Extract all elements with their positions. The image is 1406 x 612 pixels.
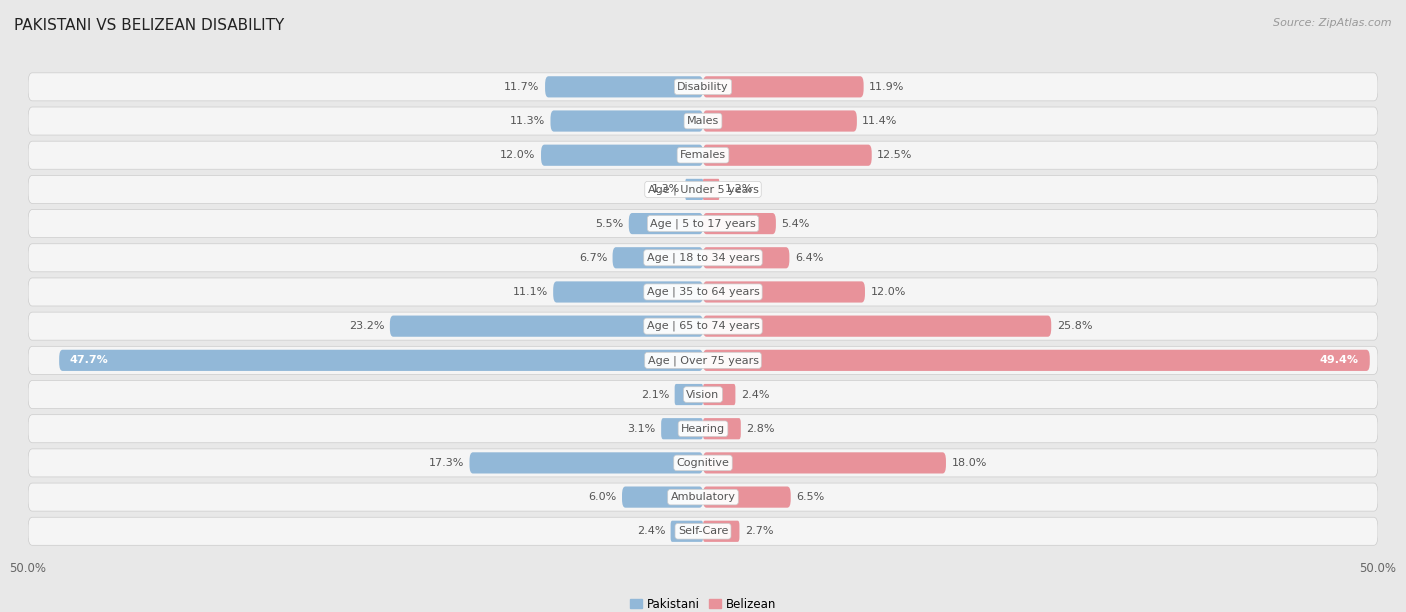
Text: 6.5%: 6.5%	[796, 492, 824, 502]
Text: 11.9%: 11.9%	[869, 82, 904, 92]
Text: 11.7%: 11.7%	[505, 82, 540, 92]
FancyBboxPatch shape	[28, 517, 1378, 545]
FancyBboxPatch shape	[621, 487, 703, 508]
Text: 12.0%: 12.0%	[870, 287, 905, 297]
Text: Cognitive: Cognitive	[676, 458, 730, 468]
FancyBboxPatch shape	[470, 452, 703, 474]
FancyBboxPatch shape	[541, 144, 703, 166]
Text: 2.4%: 2.4%	[741, 389, 769, 400]
Text: Age | 65 to 74 years: Age | 65 to 74 years	[647, 321, 759, 332]
FancyBboxPatch shape	[28, 346, 1378, 375]
FancyBboxPatch shape	[703, 179, 720, 200]
Text: 11.1%: 11.1%	[513, 287, 548, 297]
FancyBboxPatch shape	[703, 349, 1369, 371]
Text: Age | 5 to 17 years: Age | 5 to 17 years	[650, 218, 756, 229]
Text: Age | 18 to 34 years: Age | 18 to 34 years	[647, 253, 759, 263]
Text: Disability: Disability	[678, 82, 728, 92]
Text: Age | Under 5 years: Age | Under 5 years	[648, 184, 758, 195]
Text: 2.7%: 2.7%	[745, 526, 773, 536]
Text: PAKISTANI VS BELIZEAN DISABILITY: PAKISTANI VS BELIZEAN DISABILITY	[14, 18, 284, 34]
FancyBboxPatch shape	[28, 107, 1378, 135]
Text: 2.4%: 2.4%	[637, 526, 665, 536]
Text: 2.1%: 2.1%	[641, 389, 669, 400]
Text: Hearing: Hearing	[681, 424, 725, 434]
FancyBboxPatch shape	[675, 384, 703, 405]
Text: Vision: Vision	[686, 389, 720, 400]
Text: Self-Care: Self-Care	[678, 526, 728, 536]
FancyBboxPatch shape	[546, 76, 703, 97]
FancyBboxPatch shape	[671, 521, 703, 542]
FancyBboxPatch shape	[703, 521, 740, 542]
Text: 12.5%: 12.5%	[877, 150, 912, 160]
FancyBboxPatch shape	[703, 144, 872, 166]
FancyBboxPatch shape	[28, 312, 1378, 340]
FancyBboxPatch shape	[703, 452, 946, 474]
FancyBboxPatch shape	[28, 73, 1378, 101]
FancyBboxPatch shape	[389, 316, 703, 337]
FancyBboxPatch shape	[628, 213, 703, 234]
Text: 18.0%: 18.0%	[952, 458, 987, 468]
FancyBboxPatch shape	[28, 176, 1378, 203]
FancyBboxPatch shape	[703, 247, 789, 269]
Text: Ambulatory: Ambulatory	[671, 492, 735, 502]
FancyBboxPatch shape	[553, 282, 703, 302]
FancyBboxPatch shape	[28, 381, 1378, 409]
Text: Males: Males	[688, 116, 718, 126]
Text: 11.4%: 11.4%	[862, 116, 897, 126]
Legend: Pakistani, Belizean: Pakistani, Belizean	[626, 593, 780, 612]
FancyBboxPatch shape	[28, 415, 1378, 442]
FancyBboxPatch shape	[703, 213, 776, 234]
FancyBboxPatch shape	[28, 141, 1378, 170]
FancyBboxPatch shape	[703, 110, 856, 132]
FancyBboxPatch shape	[28, 483, 1378, 511]
Text: Source: ZipAtlas.com: Source: ZipAtlas.com	[1274, 18, 1392, 28]
Text: 2.8%: 2.8%	[747, 424, 775, 434]
Text: 23.2%: 23.2%	[349, 321, 384, 331]
Text: 47.7%: 47.7%	[70, 356, 108, 365]
Text: 6.4%: 6.4%	[794, 253, 823, 263]
Text: 5.4%: 5.4%	[782, 218, 810, 229]
FancyBboxPatch shape	[551, 110, 703, 132]
FancyBboxPatch shape	[28, 278, 1378, 306]
Text: 6.0%: 6.0%	[588, 492, 617, 502]
Text: 3.1%: 3.1%	[627, 424, 655, 434]
Text: 49.4%: 49.4%	[1320, 356, 1360, 365]
FancyBboxPatch shape	[703, 316, 1052, 337]
Text: 11.3%: 11.3%	[510, 116, 546, 126]
FancyBboxPatch shape	[661, 418, 703, 439]
Text: 1.3%: 1.3%	[652, 184, 681, 195]
FancyBboxPatch shape	[703, 384, 735, 405]
Text: Age | Over 75 years: Age | Over 75 years	[648, 355, 758, 365]
Text: 25.8%: 25.8%	[1057, 321, 1092, 331]
Text: 5.5%: 5.5%	[595, 218, 623, 229]
Text: Females: Females	[681, 150, 725, 160]
FancyBboxPatch shape	[703, 418, 741, 439]
FancyBboxPatch shape	[686, 179, 703, 200]
FancyBboxPatch shape	[28, 449, 1378, 477]
FancyBboxPatch shape	[28, 244, 1378, 272]
Text: 6.7%: 6.7%	[579, 253, 607, 263]
FancyBboxPatch shape	[59, 349, 703, 371]
FancyBboxPatch shape	[703, 76, 863, 97]
FancyBboxPatch shape	[28, 209, 1378, 237]
Text: 1.2%: 1.2%	[724, 184, 754, 195]
Text: 17.3%: 17.3%	[429, 458, 464, 468]
FancyBboxPatch shape	[703, 487, 790, 508]
FancyBboxPatch shape	[703, 282, 865, 302]
Text: 12.0%: 12.0%	[501, 150, 536, 160]
Text: Age | 35 to 64 years: Age | 35 to 64 years	[647, 286, 759, 297]
FancyBboxPatch shape	[613, 247, 703, 269]
